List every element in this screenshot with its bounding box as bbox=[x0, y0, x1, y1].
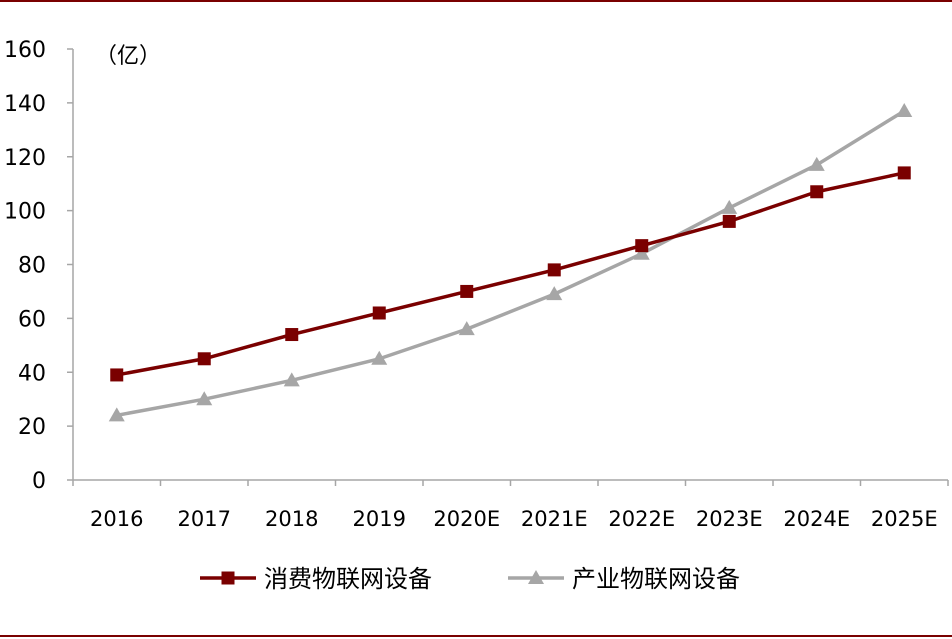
data-point bbox=[196, 391, 213, 406]
data-point bbox=[635, 239, 649, 253]
data-point bbox=[372, 306, 386, 320]
x-tick-label: 2024E bbox=[783, 507, 850, 531]
series-industrial bbox=[108, 102, 913, 422]
y-axis-ticks: 0 20 40 60 80 100 120 140 160 bbox=[4, 38, 73, 494]
x-tick-label: 2023E bbox=[696, 507, 763, 531]
data-point bbox=[897, 166, 911, 180]
x-tick-label: 2016 bbox=[90, 507, 143, 531]
x-tick-label: 2021E bbox=[521, 507, 588, 531]
data-point bbox=[108, 407, 125, 422]
data-point bbox=[460, 284, 474, 298]
x-tick-label: 2018 bbox=[265, 507, 318, 531]
data-point bbox=[633, 245, 650, 260]
data-point bbox=[810, 185, 824, 199]
data-point bbox=[547, 263, 561, 277]
legend-marker bbox=[528, 570, 544, 584]
x-tick-label: 2020E bbox=[433, 507, 500, 531]
data-point bbox=[458, 321, 475, 336]
series-line bbox=[116, 171, 905, 377]
series-line bbox=[116, 109, 906, 418]
data-point bbox=[197, 352, 211, 366]
data-point bbox=[283, 372, 300, 387]
data-point bbox=[896, 102, 913, 117]
data-point bbox=[371, 350, 388, 365]
data-point bbox=[546, 286, 563, 301]
y-tick-label: 160 bbox=[4, 38, 46, 63]
series-consumer bbox=[110, 166, 911, 382]
x-tick-label: 2025E bbox=[871, 507, 938, 531]
legend-label: 产业物联网设备 bbox=[572, 565, 740, 593]
y-tick-label: 80 bbox=[18, 254, 46, 279]
x-tick-label: 2017 bbox=[178, 507, 231, 531]
y-tick-label: 100 bbox=[4, 200, 46, 225]
y-tick-label: 60 bbox=[18, 307, 46, 332]
y-tick-label: 140 bbox=[4, 92, 46, 117]
data-point bbox=[722, 214, 736, 228]
legend-label: 消费物联网设备 bbox=[264, 565, 432, 593]
data-point bbox=[808, 156, 825, 171]
y-tick-label: 20 bbox=[18, 415, 46, 440]
x-tick-label: 2019 bbox=[353, 507, 406, 531]
legend-item: 消费物联网设备 bbox=[200, 565, 432, 593]
data-point bbox=[721, 199, 738, 214]
x-tick-label: 2022E bbox=[608, 507, 675, 531]
data-point bbox=[285, 328, 299, 342]
y-tick-label: 120 bbox=[4, 146, 46, 171]
legend: 消费物联网设备 产业物联网设备 bbox=[200, 565, 740, 593]
axes bbox=[72, 49, 948, 481]
x-axis-ticks: 2016 2017 2018 2019 2020E 2021E 2022E 2023E 2024… bbox=[72, 480, 949, 531]
data-point bbox=[110, 368, 124, 382]
series-layer bbox=[108, 102, 913, 422]
legend-marker bbox=[221, 571, 235, 585]
y-tick-label: 40 bbox=[18, 361, 46, 386]
unit-label: （亿） bbox=[95, 44, 161, 69]
y-tick-label: 0 bbox=[32, 469, 46, 494]
legend-item: 产业物联网设备 bbox=[508, 565, 740, 593]
